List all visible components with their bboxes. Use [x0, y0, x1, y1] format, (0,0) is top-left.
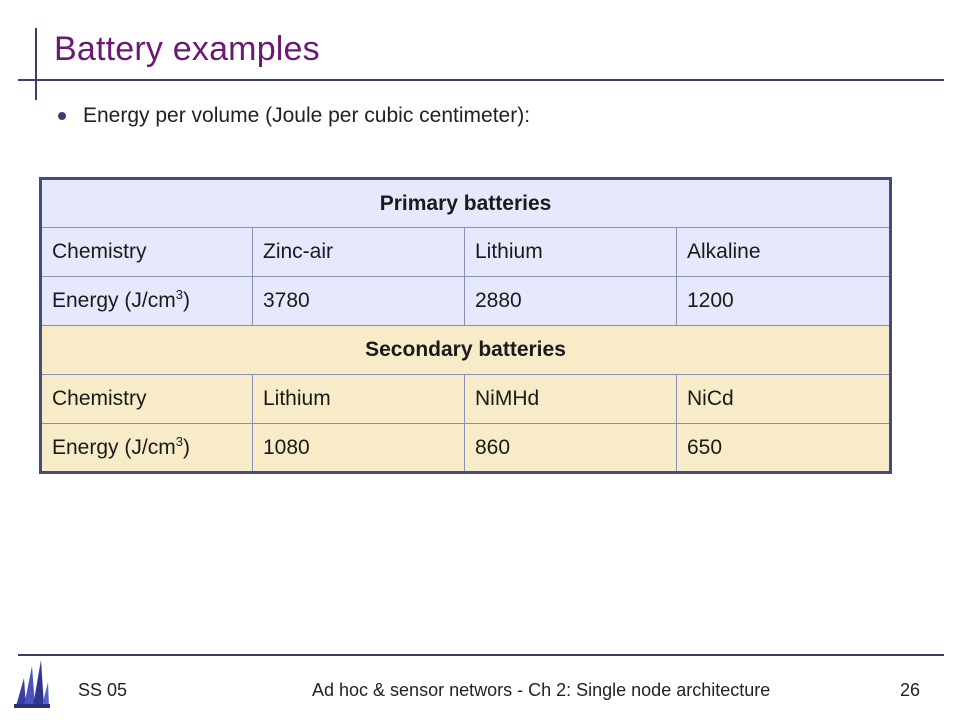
- secondary-chemistry-cell: NiMHd: [464, 374, 677, 424]
- primary-chemistry-cell: Zinc-air: [252, 227, 465, 277]
- primary-chemistry-cell: Alkaline: [675, 227, 892, 277]
- energy-unit-superscript: 3: [175, 287, 183, 302]
- footer-rule: [18, 654, 944, 656]
- primary-chemistry-label: Chemistry: [40, 227, 253, 277]
- secondary-chemistry-cell: NiCd: [675, 374, 892, 424]
- energy-label-text: Energy (J/cm: [52, 435, 176, 459]
- primary-energy-row: Energy (J/cm3) 3780 2880 1200: [40, 276, 892, 326]
- title-underline-rule: [18, 79, 944, 81]
- primary-chemistry-cell: Lithium: [464, 227, 677, 277]
- primary-energy-cell: 2880: [464, 276, 677, 326]
- secondary-energy-cell: 1080: [252, 423, 465, 473]
- secondary-header-row: Secondary batteries: [39, 325, 892, 375]
- bullet-text: Energy per volume (Joule per cubic centi…: [83, 104, 531, 127]
- primary-header: Primary batteries: [39, 178, 892, 228]
- bullet-item: Energy per volume (Joule per cubic centi…: [58, 104, 530, 128]
- bullet-dot-icon: [58, 112, 66, 120]
- primary-energy-cell: 1200: [675, 276, 892, 326]
- primary-chemistry-row: Chemistry Zinc-air Lithium Alkaline: [40, 227, 892, 277]
- primary-energy-cell: 3780: [252, 276, 465, 326]
- secondary-chemistry-row: Chemistry Lithium NiMHd NiCd: [40, 374, 892, 424]
- secondary-chemistry-label: Chemistry: [40, 374, 253, 424]
- secondary-header: Secondary batteries: [39, 325, 892, 375]
- title-vertical-rule: [35, 28, 37, 100]
- secondary-energy-cell: 860: [464, 423, 677, 473]
- battery-table: Primary batteries Chemistry Zinc-air Lit…: [39, 177, 893, 474]
- energy-label-close: ): [182, 289, 190, 312]
- energy-unit-superscript: 3: [175, 433, 183, 449]
- energy-label-text: Energy (J/cm: [52, 289, 176, 312]
- footer-course-title: Ad hoc & sensor networs - Ch 2: Single n…: [312, 680, 771, 700]
- slide-title: Battery examples: [54, 30, 320, 68]
- secondary-chemistry-cell: Lithium: [252, 374, 465, 424]
- secondary-energy-row: Energy (J/cm3) 1080 860 650: [40, 423, 892, 473]
- primary-energy-label: Energy (J/cm3): [40, 276, 253, 326]
- secondary-energy-label: Energy (J/cm3): [40, 423, 253, 473]
- university-logo-icon: [14, 660, 50, 708]
- page-number: 26: [899, 680, 920, 700]
- primary-header-row: Primary batteries: [39, 178, 892, 228]
- footer-semester: SS 05: [78, 680, 128, 700]
- secondary-energy-cell: 650: [675, 423, 892, 473]
- energy-label-close: ): [182, 435, 190, 459]
